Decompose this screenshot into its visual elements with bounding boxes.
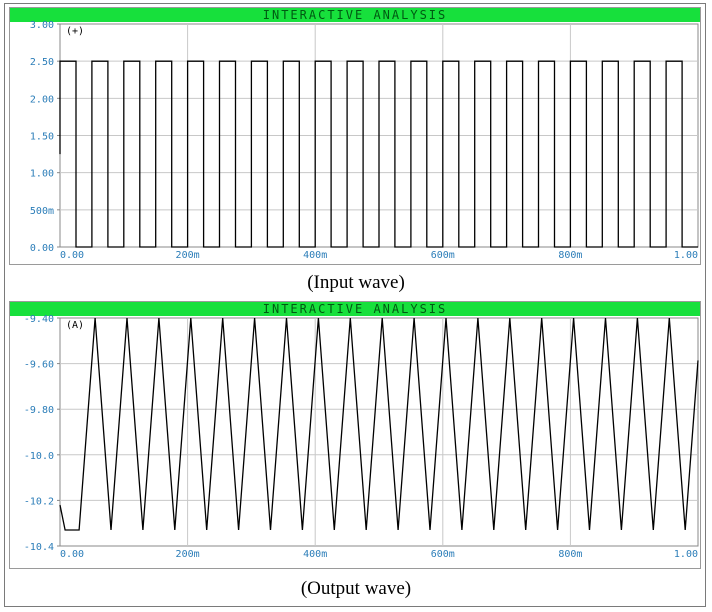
y-tick-label: 2.50	[30, 57, 54, 68]
x-tick-label: 200m	[176, 250, 200, 261]
output-wave-panel: INTERACTIVE ANALYSIS -9.40 -9.60 -9.80 -10.…	[9, 301, 701, 569]
panel-title-bar	[10, 8, 700, 22]
y-tick-label: -10.0	[24, 451, 54, 462]
x-tick-label: 800m	[558, 250, 582, 261]
y-tick-label: -9.40	[24, 314, 54, 325]
waveform-trace	[59, 60, 698, 248]
figure-frame	[4, 3, 706, 607]
x-tick-label: 1.00	[674, 250, 698, 261]
y-tick-label: -10.2	[24, 496, 54, 507]
plot-area	[59, 317, 699, 547]
y-tick-label: 500m	[30, 206, 54, 217]
y-tick-label: 2.00	[30, 94, 54, 105]
y-tick-label: 3.00	[30, 20, 54, 31]
x-tick-label: 1.00	[674, 549, 698, 560]
output-wave-caption: (Output wave)	[300, 578, 412, 599]
y-tick-label: 1.00	[30, 169, 54, 180]
y-tick-label: -9.60	[24, 360, 54, 371]
waveform-trace	[59, 317, 699, 531]
y-tick-label: -9.80	[24, 405, 54, 416]
x-tick-label: 0.00	[60, 549, 84, 560]
x-tick-label: 0.00	[60, 250, 84, 261]
x-tick-label: 400m	[303, 549, 327, 560]
input-wave-plot: 3.00 2.50 2.00 1.50 1.00 500m 0.00 0.00 200m 400m…	[30, 20, 699, 261]
trace-label: (A)	[66, 320, 84, 331]
trace-label: (+)	[66, 26, 84, 37]
x-tick-label: 600m	[431, 250, 455, 261]
x-tick-label: 800m	[558, 549, 582, 560]
x-tick-label: 200m	[176, 549, 200, 560]
panel-title-bar	[10, 302, 700, 316]
panel-title: INTERACTIVE ANALYSIS	[262, 8, 448, 22]
input-wave-panel: INTERACTIVE ANALYSIS 3.00 2.50 2.00 1.50 1.0…	[9, 7, 701, 265]
x-tick-label: 400m	[303, 250, 327, 261]
y-tick-label: -10.4	[24, 542, 54, 553]
input-wave-caption: (Input wave)	[307, 272, 405, 293]
output-wave-plot: -9.40 -9.60 -9.80 -10.0 -10.2 -10.4 0.00 200m 40…	[24, 314, 699, 560]
y-tick-label: 1.50	[30, 132, 54, 143]
panel-title: INTERACTIVE ANALYSIS	[262, 302, 448, 316]
y-tick-label: 0.00	[30, 243, 54, 254]
x-tick-label: 600m	[431, 549, 455, 560]
